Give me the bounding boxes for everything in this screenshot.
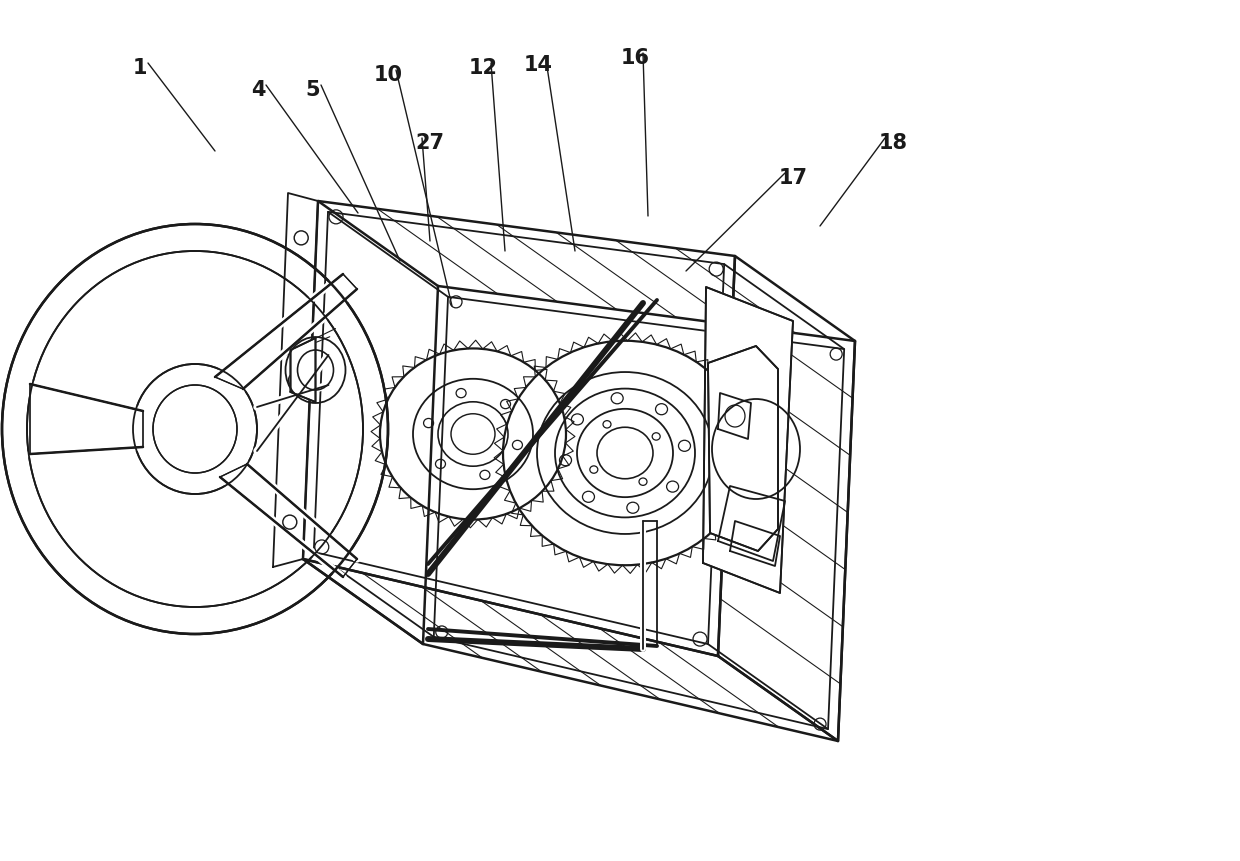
Polygon shape bbox=[703, 287, 794, 593]
Text: 10: 10 bbox=[373, 65, 403, 85]
Text: 18: 18 bbox=[878, 133, 908, 153]
Text: 17: 17 bbox=[779, 168, 807, 188]
Text: 27: 27 bbox=[415, 133, 444, 153]
Polygon shape bbox=[219, 464, 357, 577]
Polygon shape bbox=[708, 346, 777, 551]
Polygon shape bbox=[215, 274, 357, 389]
Text: 4: 4 bbox=[250, 80, 265, 100]
Text: 1: 1 bbox=[133, 58, 148, 78]
Text: 14: 14 bbox=[523, 55, 553, 75]
Polygon shape bbox=[30, 384, 143, 454]
Text: 5: 5 bbox=[306, 80, 320, 100]
Polygon shape bbox=[290, 338, 315, 402]
Text: 12: 12 bbox=[469, 58, 497, 78]
Text: 16: 16 bbox=[620, 48, 650, 68]
